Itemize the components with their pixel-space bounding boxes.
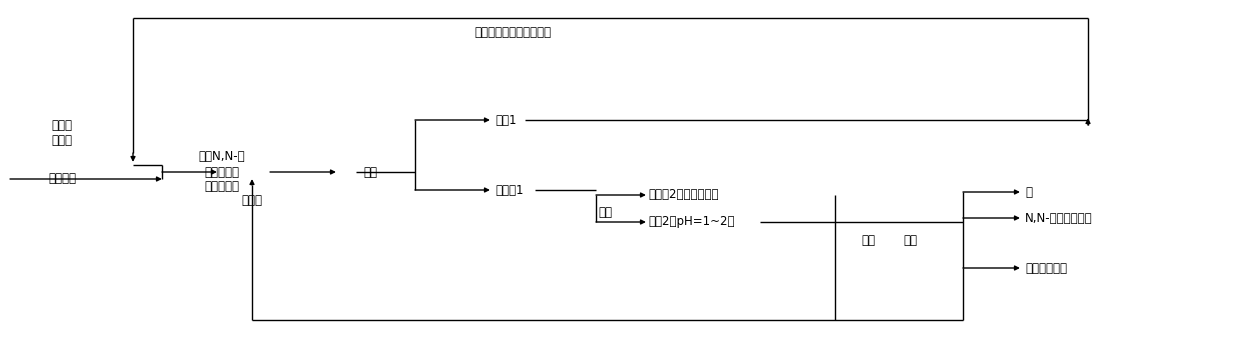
Text: 二甲胺
水溶液: 二甲胺 水溶液 bbox=[52, 119, 72, 147]
Text: 水相2（pH=1~2）: 水相2（pH=1~2） bbox=[649, 215, 734, 228]
Text: 四甲基乙二胺: 四甲基乙二胺 bbox=[1025, 262, 1066, 275]
Text: 可用于配制二甲胺水溶液: 可用于配制二甲胺水溶液 bbox=[475, 26, 552, 38]
Text: 水: 水 bbox=[1025, 185, 1032, 198]
Text: 缚酸剂: 缚酸剂 bbox=[242, 194, 263, 208]
Text: N,N-二甲基氯乙胺: N,N-二甲基氯乙胺 bbox=[1025, 212, 1092, 224]
Text: 有机相2（二氯乙烷）: 有机相2（二氯乙烷） bbox=[649, 188, 718, 202]
Text: 加酸: 加酸 bbox=[598, 206, 613, 218]
Text: 精馏: 精馏 bbox=[903, 234, 918, 246]
Text: 水相1: 水相1 bbox=[495, 114, 517, 126]
Text: 分层: 分层 bbox=[363, 165, 377, 179]
Text: 制备N,N-二
甲基氯乙胺
结束的釜液: 制备N,N-二 甲基氯乙胺 结束的釜液 bbox=[198, 151, 246, 193]
Text: 有机相1: 有机相1 bbox=[495, 184, 523, 196]
Text: 二氯乙烷: 二氯乙烷 bbox=[48, 173, 76, 185]
Text: 加碱: 加碱 bbox=[861, 234, 875, 246]
